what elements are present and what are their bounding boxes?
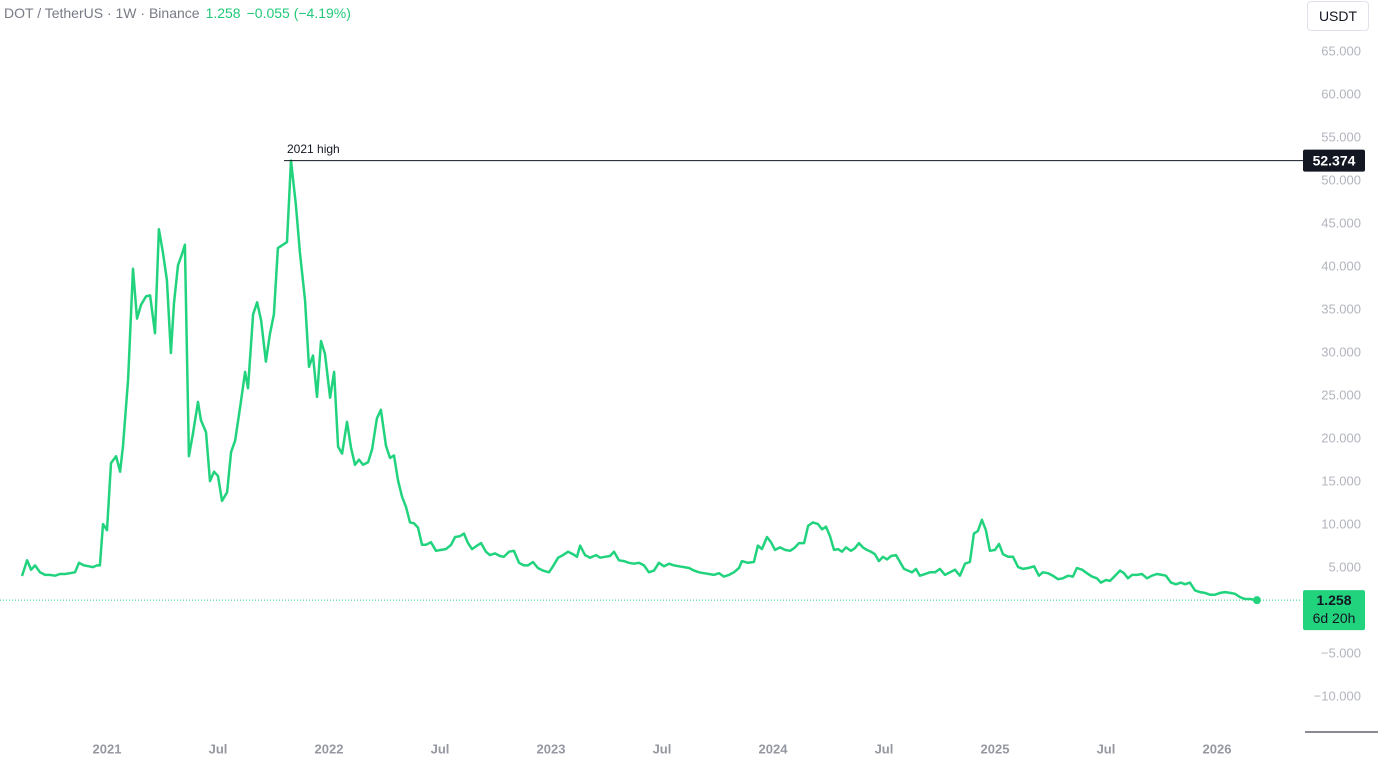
- x-tick-label: 2024: [759, 741, 789, 756]
- y-tick-label: 20.000: [1321, 430, 1361, 445]
- legend-header: DOT / TetherUS · 1W · Binance 1.258 −0.055…: [4, 5, 351, 21]
- unit-button[interactable]: USDT: [1307, 1, 1369, 31]
- price-line: [20, 159, 1258, 602]
- y-tick-label: 30.000: [1321, 344, 1361, 359]
- x-tick-label: Jul: [431, 741, 450, 756]
- y-tick-label: −10.000: [1314, 688, 1361, 703]
- y-tick-label: 40.000: [1321, 258, 1361, 273]
- x-tick-label: Jul: [875, 741, 894, 756]
- y-tick-label: 50.000: [1321, 172, 1361, 187]
- countdown-label: 6d 20h: [1313, 610, 1356, 626]
- y-tick-label: 65.000: [1321, 43, 1361, 58]
- symbol: DOT / TetherUS · 1W · Binance: [4, 5, 200, 21]
- high-price-box: [1303, 149, 1365, 172]
- high-label: 2021 high: [287, 142, 340, 156]
- y-tick-label: 5.000: [1328, 559, 1361, 574]
- price-change: −0.055 (−4.19%): [246, 5, 351, 21]
- y-tick-label: 10.000: [1321, 516, 1361, 531]
- y-tick-label: 55.000: [1321, 129, 1361, 144]
- last-price-box: [1303, 590, 1365, 631]
- x-tick-label: 2025: [981, 741, 1010, 756]
- y-tick-label: 60.000: [1321, 86, 1361, 101]
- x-tick-label: 2023: [537, 741, 566, 756]
- y-tick-label: 35.000: [1321, 301, 1361, 316]
- y-tick-label: 15.000: [1321, 473, 1361, 488]
- x-tick-label: Jul: [653, 741, 672, 756]
- x-tick-label: 2022: [315, 741, 344, 756]
- x-tick-label: 2021: [93, 741, 122, 756]
- y-tick-label: −5.000: [1321, 645, 1361, 660]
- x-tick-label: Jul: [1097, 741, 1116, 756]
- high-price-label: 52.374: [1313, 152, 1356, 168]
- x-tick-label: Jul: [209, 741, 228, 756]
- last-point: [1252, 596, 1261, 605]
- y-tick-label: 45.000: [1321, 215, 1361, 230]
- last-price: 1.258: [205, 5, 241, 21]
- x-tick-label: 2026: [1203, 741, 1232, 756]
- last-price-label: 1.258: [1316, 592, 1351, 608]
- y-tick-label: 25.000: [1321, 387, 1361, 402]
